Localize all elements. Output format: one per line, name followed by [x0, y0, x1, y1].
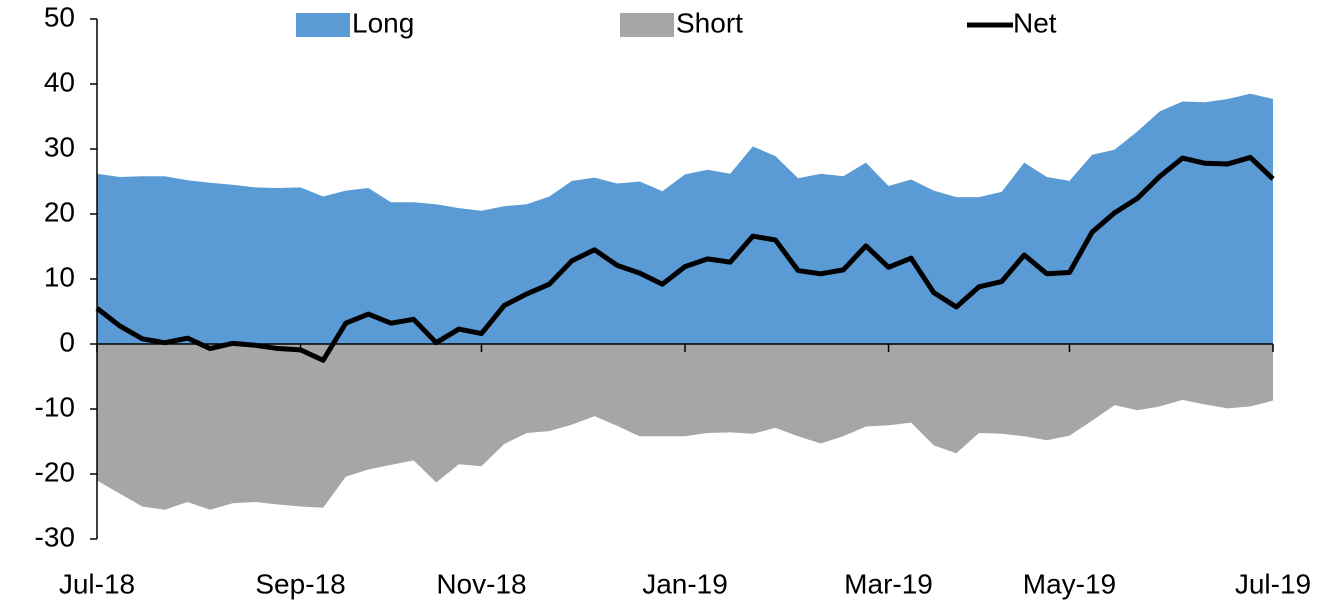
area [97, 93, 1273, 344]
y-tick-label: -10 [35, 391, 75, 422]
x-tick-label: Mar-19 [844, 568, 933, 599]
x-tick-label: May-19 [1023, 568, 1116, 599]
y-tick-label: 20 [44, 196, 75, 227]
y-tick-label: 0 [59, 326, 75, 357]
x-tick-label: Nov-18 [436, 568, 526, 599]
y-tick-label: 50 [44, 1, 75, 32]
legend-label: Long [352, 7, 414, 38]
x-tick-label: Jan-19 [642, 568, 728, 599]
legend-swatch [296, 13, 350, 37]
legend-label: Short [676, 7, 743, 38]
y-tick-label: -30 [35, 521, 75, 552]
x-tick-label: Sep-18 [255, 568, 345, 599]
x-tick-label: Jul-18 [59, 568, 135, 599]
area [97, 344, 1273, 510]
line [95, 154, 1275, 363]
y-tick-label: -20 [35, 456, 75, 487]
y-tick-label: 10 [44, 261, 75, 292]
y-tick-label: 40 [44, 66, 75, 97]
y-tick-label: 30 [44, 131, 75, 162]
legend-swatch [620, 13, 674, 37]
x-tick-label: Jul-19 [1235, 568, 1311, 599]
legend-label: Net [1013, 7, 1057, 38]
